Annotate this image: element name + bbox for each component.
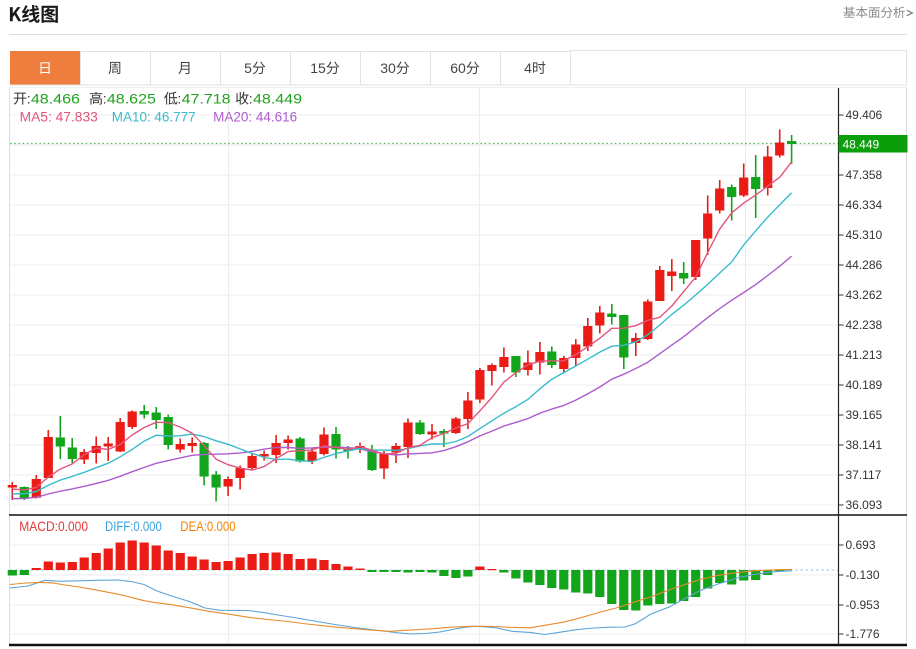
svg-text:MA10: 46.777: MA10: 46.777 xyxy=(112,108,196,124)
svg-text:42.238: 42.238 xyxy=(846,318,883,332)
svg-text:49.406: 49.406 xyxy=(846,108,883,122)
svg-text:3: 3 xyxy=(380,60,388,76)
svg-text:4: 4 xyxy=(524,60,532,76)
svg-text:39.165: 39.165 xyxy=(846,408,883,422)
svg-text:0: 0 xyxy=(388,60,396,76)
svg-text::: : xyxy=(249,91,253,107)
svg-text:6: 6 xyxy=(450,60,458,76)
svg-text:44.286: 44.286 xyxy=(846,258,883,272)
svg-text:DEA:0.000: DEA:0.000 xyxy=(180,518,236,534)
svg-text:43.262: 43.262 xyxy=(846,288,883,302)
svg-text:47.358: 47.358 xyxy=(846,168,883,182)
svg-text:40.189: 40.189 xyxy=(846,378,883,392)
svg-text:-0.130: -0.130 xyxy=(846,568,880,582)
svg-text:48.625: 48.625 xyxy=(107,91,156,107)
svg-text:5: 5 xyxy=(244,60,252,76)
svg-text:48.466: 48.466 xyxy=(31,91,80,107)
svg-text:48.449: 48.449 xyxy=(843,137,880,151)
svg-text:45.310: 45.310 xyxy=(846,228,883,242)
svg-text:48.449: 48.449 xyxy=(253,91,302,107)
svg-text:38.141: 38.141 xyxy=(846,438,883,452)
svg-text:0: 0 xyxy=(458,60,466,76)
svg-text:0.693: 0.693 xyxy=(846,538,876,552)
svg-text:MA5: 47.833: MA5: 47.833 xyxy=(20,108,98,124)
svg-text:MACD:0.000: MACD:0.000 xyxy=(19,518,88,534)
svg-text:MA20: 44.616: MA20: 44.616 xyxy=(213,108,297,124)
svg-text:47.718: 47.718 xyxy=(182,91,231,107)
svg-text:46.334: 46.334 xyxy=(846,198,883,212)
svg-text:-0.953: -0.953 xyxy=(846,598,880,612)
svg-text::: : xyxy=(103,91,107,107)
svg-text:5: 5 xyxy=(318,60,326,76)
svg-text:DIFF:0.000: DIFF:0.000 xyxy=(105,518,162,534)
svg-text:41.213: 41.213 xyxy=(846,348,883,362)
svg-text:-1.776: -1.776 xyxy=(846,627,880,641)
svg-text:37.117: 37.117 xyxy=(846,468,882,482)
svg-text::: : xyxy=(177,91,181,107)
svg-text:1: 1 xyxy=(310,60,318,76)
svg-text::: : xyxy=(27,91,31,107)
svg-text:36.093: 36.093 xyxy=(846,498,883,512)
